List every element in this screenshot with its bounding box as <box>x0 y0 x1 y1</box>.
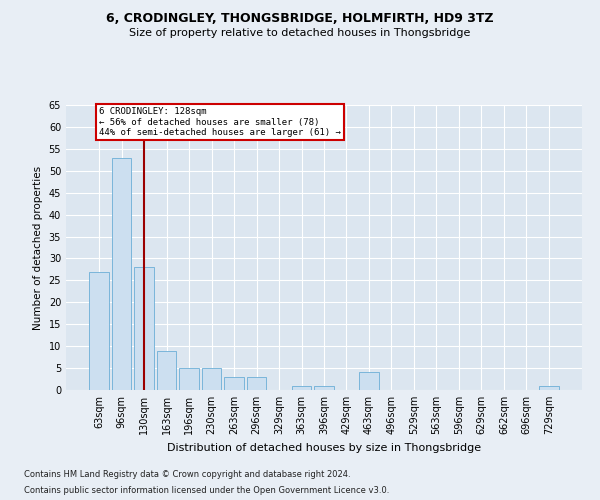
Bar <box>314 386 334 390</box>
Text: Contains public sector information licensed under the Open Government Licence v3: Contains public sector information licen… <box>24 486 389 495</box>
Bar <box>89 272 109 390</box>
Bar <box>224 377 244 390</box>
Bar <box>539 386 559 390</box>
Text: Contains HM Land Registry data © Crown copyright and database right 2024.: Contains HM Land Registry data © Crown c… <box>24 470 350 479</box>
Bar <box>292 386 311 390</box>
Bar <box>157 350 176 390</box>
Y-axis label: Number of detached properties: Number of detached properties <box>33 166 43 330</box>
Bar <box>179 368 199 390</box>
X-axis label: Distribution of detached houses by size in Thongsbridge: Distribution of detached houses by size … <box>167 442 481 452</box>
Bar <box>134 267 154 390</box>
Text: 6, CRODINGLEY, THONGSBRIDGE, HOLMFIRTH, HD9 3TZ: 6, CRODINGLEY, THONGSBRIDGE, HOLMFIRTH, … <box>106 12 494 26</box>
Bar <box>112 158 131 390</box>
Text: Size of property relative to detached houses in Thongsbridge: Size of property relative to detached ho… <box>130 28 470 38</box>
Bar <box>247 377 266 390</box>
Text: 6 CRODINGLEY: 128sqm
← 56% of detached houses are smaller (78)
44% of semi-detac: 6 CRODINGLEY: 128sqm ← 56% of detached h… <box>99 107 341 137</box>
Bar <box>359 372 379 390</box>
Bar <box>202 368 221 390</box>
